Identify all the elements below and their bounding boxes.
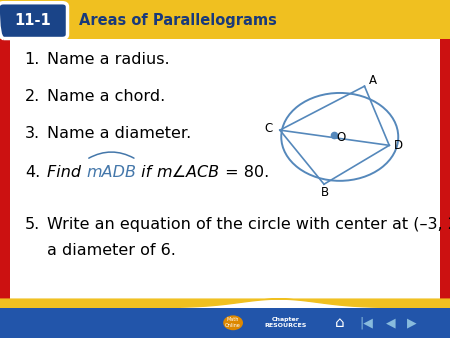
Text: a diameter of 6.: a diameter of 6. [47, 243, 176, 258]
FancyBboxPatch shape [0, 308, 450, 338]
Text: Math
Online: Math Online [225, 317, 241, 328]
Text: |◀: |◀ [360, 316, 373, 329]
Text: B: B [321, 186, 329, 199]
FancyBboxPatch shape [440, 39, 450, 308]
Text: 2.: 2. [25, 89, 40, 104]
Text: D: D [394, 139, 403, 152]
FancyBboxPatch shape [0, 39, 10, 308]
Text: 3.: 3. [25, 126, 40, 141]
Text: Areas of Parallelograms: Areas of Parallelograms [79, 13, 277, 28]
FancyBboxPatch shape [0, 308, 450, 338]
Text: 1.: 1. [25, 52, 40, 67]
Text: Name a diameter.: Name a diameter. [47, 126, 192, 141]
Text: Chapter
RESOURCES: Chapter RESOURCES [265, 317, 307, 328]
FancyBboxPatch shape [0, 0, 450, 39]
Text: Name a radius.: Name a radius. [47, 52, 170, 67]
Text: Find: Find [47, 165, 86, 180]
Text: ◀: ◀ [386, 316, 396, 329]
Text: Name a chord.: Name a chord. [47, 89, 166, 104]
Text: m∠ACB: m∠ACB [157, 165, 220, 180]
Text: = 80.: = 80. [220, 165, 269, 180]
Text: C: C [265, 122, 273, 135]
Text: 11-1: 11-1 [14, 13, 51, 28]
Circle shape [223, 315, 243, 330]
Text: ▶: ▶ [407, 316, 417, 329]
Text: mADB: mADB [86, 165, 136, 180]
Text: 5.: 5. [25, 217, 40, 232]
Text: if: if [136, 165, 157, 180]
FancyBboxPatch shape [0, 3, 68, 39]
Text: ⌂: ⌂ [335, 315, 345, 330]
Text: Write an equation of the circle with center at (–3, 2) and: Write an equation of the circle with cen… [47, 217, 450, 232]
Text: 4.: 4. [25, 165, 40, 180]
Text: A: A [369, 74, 377, 87]
Text: O: O [337, 131, 346, 144]
Polygon shape [0, 299, 450, 308]
